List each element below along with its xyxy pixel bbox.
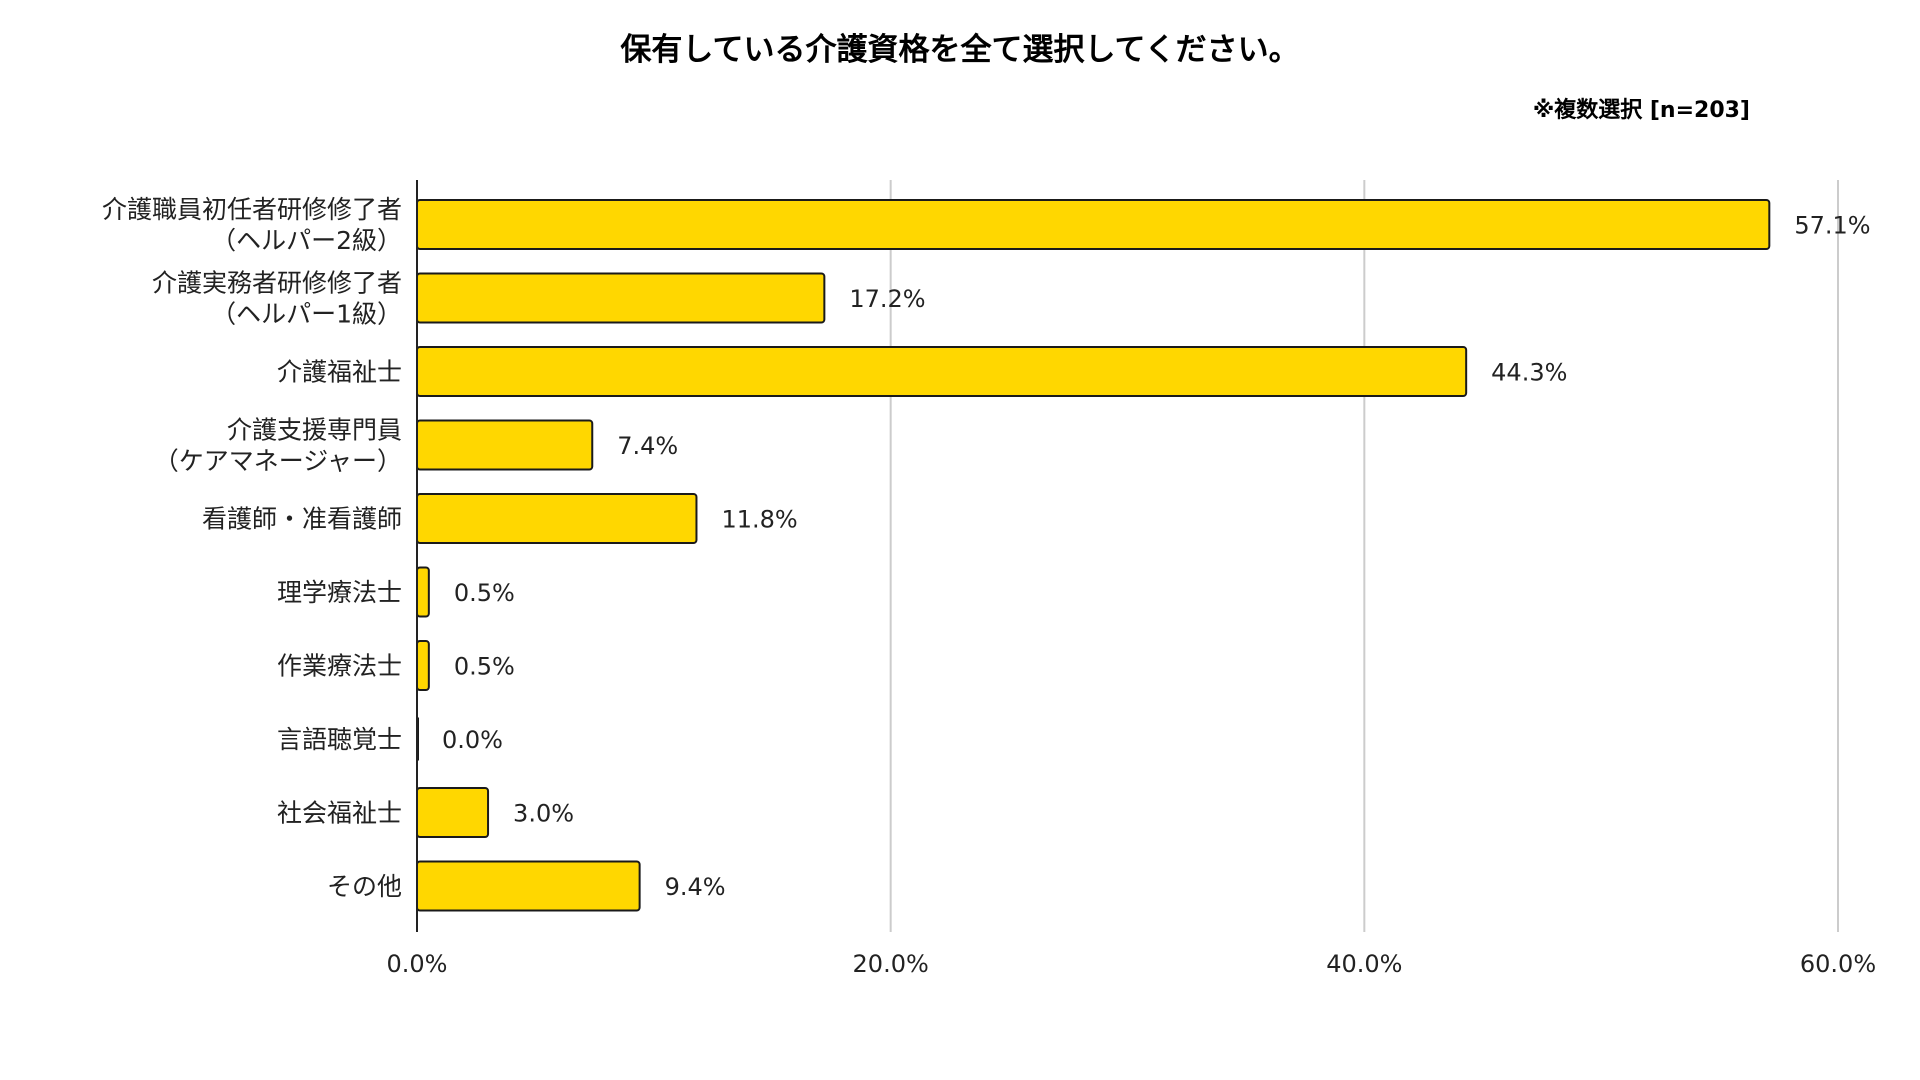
category-label: （ケアマネージャー） <box>154 447 402 476</box>
value-label: 3.0% <box>513 800 574 828</box>
category-label: 社会福祉士 <box>277 799 402 828</box>
bars <box>416 199 1771 912</box>
category-label: 介護職員初任者研修修了者 <box>102 195 402 224</box>
category-label: 介護支援専門員 <box>227 416 402 445</box>
bar <box>416 787 490 838</box>
value-label: 11.8% <box>721 506 797 534</box>
x-tick-label: 0.0% <box>387 950 448 978</box>
category-label: 言語聴覚士 <box>277 725 402 754</box>
value-label: 57.1% <box>1794 212 1870 240</box>
value-labels: 57.1% 17.2% 44.3% 7.4% 11.8% 0.5% 0.5% 0.0% 3.0%… <box>442 212 1871 902</box>
value-label: 17.2% <box>849 285 925 313</box>
category-label: （ヘルパー1級） <box>211 300 402 329</box>
category-label: 理学療法士 <box>277 578 402 607</box>
category-label: その他 <box>327 872 402 901</box>
value-label: 9.4% <box>665 873 726 901</box>
bar <box>416 272 826 324</box>
value-label: 7.4% <box>617 432 678 460</box>
x-tick-labels: 0.0% 20.0% 40.0% 60.0% <box>387 950 1877 978</box>
bar <box>416 640 430 691</box>
bar <box>416 493 698 544</box>
bar <box>416 419 594 471</box>
bar <box>416 566 430 618</box>
bar <box>416 346 1468 397</box>
sample-note: ※複数選択 [n=203] <box>1533 97 1750 123</box>
value-label: 0.5% <box>454 653 515 681</box>
category-label: 看護師・准看護師 <box>202 505 402 534</box>
category-label: 介護実務者研修修了者 <box>152 269 402 298</box>
category-label: （ヘルパー2級） <box>211 226 402 255</box>
category-label: 作業療法士 <box>277 652 402 681</box>
value-label: 44.3% <box>1491 359 1567 387</box>
chart-title: 保有している介護資格を全て選択してください。 <box>620 32 1299 68</box>
x-tick-label: 40.0% <box>1326 950 1402 978</box>
value-label: 0.0% <box>442 726 503 754</box>
category-labels: 介護職員初任者研修修了者（ヘルパー2級） 介護実務者研修修了者（ヘルパー1級） 介護… <box>102 195 402 901</box>
x-tick-label: 20.0% <box>853 950 929 978</box>
gridlines <box>889 180 1839 932</box>
bar <box>416 860 641 912</box>
bar <box>416 199 1771 250</box>
category-label: 介護福祉士 <box>277 358 402 387</box>
x-tick-label: 60.0% <box>1800 950 1876 978</box>
value-label: 0.5% <box>454 579 515 607</box>
